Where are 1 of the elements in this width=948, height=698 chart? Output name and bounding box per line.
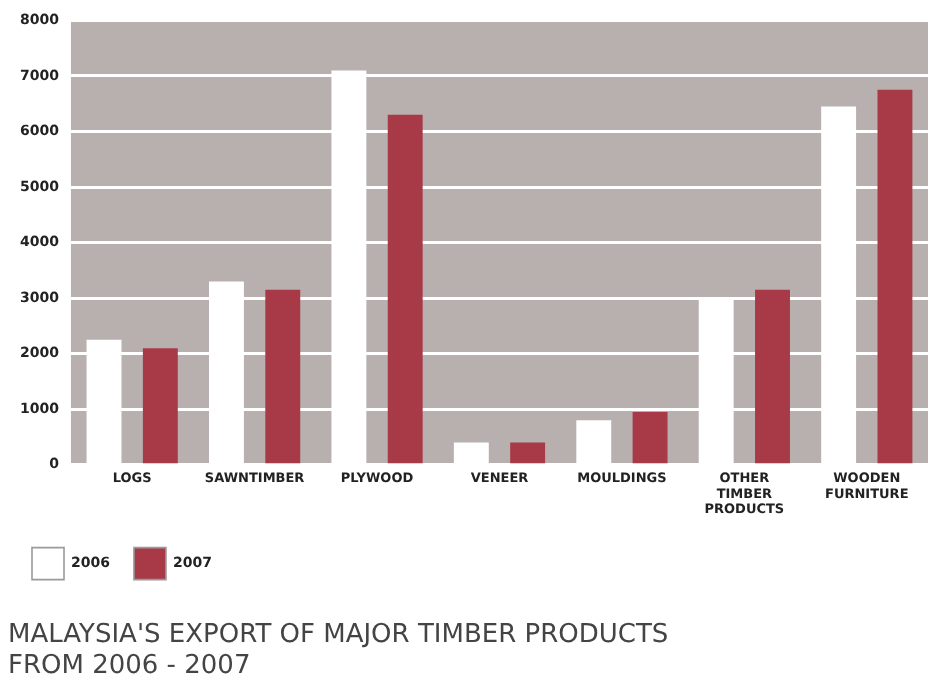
text: MALAYSIA'S EXPORT OF MAJOR TIMBER PRODUCTS FROM 2006 - 2007 xyxy=(8,619,669,682)
